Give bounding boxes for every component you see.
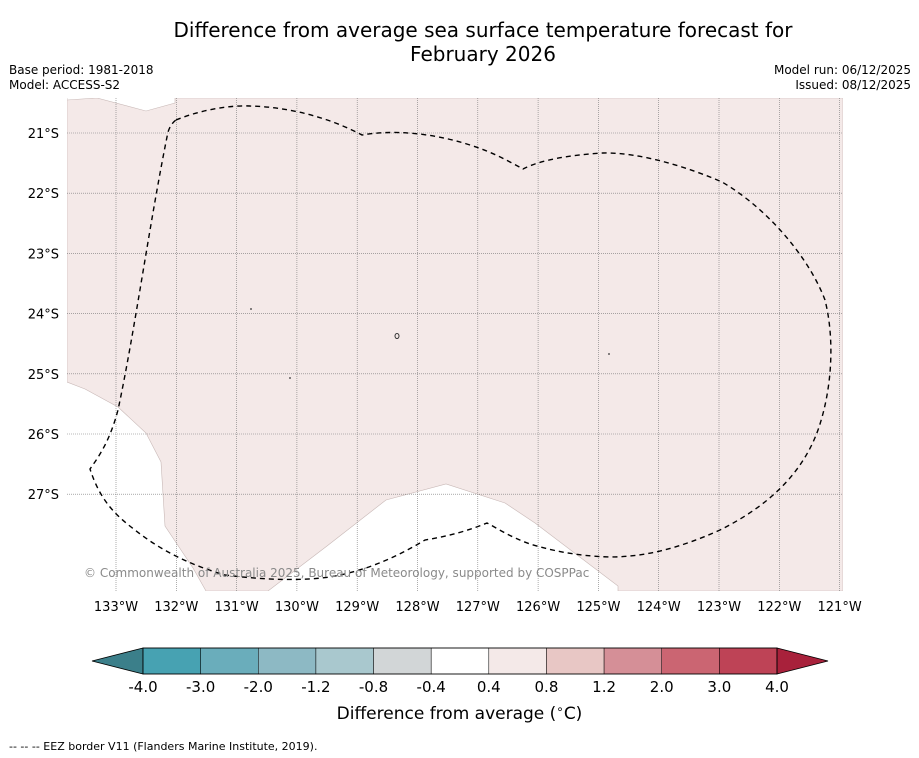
colorbar-cell <box>488 647 547 675</box>
colorbar-tick-label: -4.0 <box>128 678 157 696</box>
colorbar-cell <box>142 647 201 675</box>
colorbar-cell <box>200 647 259 675</box>
longitude-labels: 133°W 132°W 131°W 130°W 129°W 128°W 127°W 126°W… <box>94 600 862 615</box>
model-run-date: Model run: 06/12/2025 <box>773 63 911 77</box>
colorbar-tick-label: 3.0 <box>707 678 731 696</box>
colorbar-title: Difference from average (∘C) <box>0 702 919 724</box>
island-dot <box>289 377 291 379</box>
colorbar-title-prefix: Difference from average ( <box>336 704 557 724</box>
lat-label: 21°S <box>28 127 59 142</box>
lat-label: 24°S <box>28 308 59 323</box>
lon-label: 129°W <box>335 600 379 615</box>
colorbar-cell <box>661 647 720 675</box>
lat-label: 22°S <box>28 187 59 202</box>
lon-label: 122°W <box>757 600 801 615</box>
colorbar-cell <box>719 647 778 675</box>
colorbar-cell <box>258 647 317 675</box>
colorbar-tick-label: -1.2 <box>301 678 330 696</box>
eez-footnote: -- -- -- EEZ border V11 (Flanders Marine… <box>9 740 318 753</box>
colorbar-cell <box>603 647 662 675</box>
eez-border <box>89 105 832 581</box>
chart-title: Difference from average sea surface temp… <box>0 18 919 66</box>
lon-label: 126°W <box>516 600 560 615</box>
lat-label: 27°S <box>28 488 59 503</box>
lon-label: 125°W <box>576 600 620 615</box>
lat-label: 25°S <box>28 368 59 383</box>
colorbar: -4.0 -3.0 -2.0 -1.2 -0.8 -0.4 0.4 0.8 1.2 2.0 3.0 4… <box>91 647 829 696</box>
lat-label: 26°S <box>28 428 59 443</box>
title-line-1: Difference from average sea surface temp… <box>173 18 793 42</box>
degree-symbol: ∘ <box>556 702 564 716</box>
colorbar-cell <box>315 647 374 675</box>
colorbar-tick-label: 2.0 <box>650 678 674 696</box>
colorbar-tick-label: -2.0 <box>244 678 273 696</box>
meta-left: Base period: 1981-2018 Model: ACCESS-S2 <box>9 63 154 93</box>
island-markers <box>250 308 610 379</box>
colorbar-cell <box>546 647 605 675</box>
colorbar-tick-label: -0.8 <box>359 678 388 696</box>
colorbar-tick-label: 1.2 <box>592 678 616 696</box>
colorbar-cells <box>142 647 778 675</box>
colorbar-tick-label: 0.8 <box>535 678 559 696</box>
colorbar-cell <box>430 647 490 675</box>
graticule <box>67 98 843 591</box>
model-name: Model: ACCESS-S2 <box>9 78 121 92</box>
colorbar-extend-high <box>776 647 829 675</box>
lon-label: 130°W <box>275 600 319 615</box>
base-period: Base period: 1981-2018 <box>9 63 154 77</box>
colorbar-tick-label: 0.4 <box>477 678 501 696</box>
island-outline <box>394 333 400 339</box>
lon-label: 128°W <box>395 600 439 615</box>
map-figure: 21°S22°S23°S24°S25°S26°S27°S 133°W 132°W 1… <box>28 98 862 696</box>
colorbar-tick-label: -3.0 <box>186 678 215 696</box>
map-panel <box>67 98 843 591</box>
latitude-labels: 21°S 22°S 23°S 24°S 25°S 26°S 27°S <box>28 127 59 503</box>
anomaly-region <box>67 98 843 591</box>
colorbar-tick-label: 4.0 <box>765 678 789 696</box>
title-line-2: February 2026 <box>410 42 556 66</box>
issued-date: Issued: 08/12/2025 <box>795 78 911 92</box>
lon-label: 131°W <box>215 600 259 615</box>
meta-right: Model run: 06/12/2025 Issued: 08/12/2025 <box>774 63 911 93</box>
colorbar-tick-label: -0.4 <box>417 678 446 696</box>
lon-label: 133°W <box>94 600 138 615</box>
island-dot <box>608 353 610 355</box>
lon-label: 123°W <box>697 600 741 615</box>
lat-label: 23°S <box>28 247 59 262</box>
island-dot <box>250 308 252 310</box>
lon-label: 127°W <box>456 600 500 615</box>
lon-label: 124°W <box>637 600 681 615</box>
copyright-notice: © Commonwealth of Australia 2025, Bureau… <box>84 566 590 580</box>
colorbar-tick-labels: -4.0 -3.0 -2.0 -1.2 -0.8 -0.4 0.4 0.8 1.2 2.0 3.0 4… <box>128 678 789 696</box>
lon-label: 121°W <box>818 600 862 615</box>
colorbar-extend-low <box>91 647 144 675</box>
colorbar-title-unit: C) <box>563 704 583 724</box>
lon-label: 132°W <box>154 600 198 615</box>
colorbar-outline <box>142 647 778 675</box>
colorbar-cell <box>373 647 432 675</box>
